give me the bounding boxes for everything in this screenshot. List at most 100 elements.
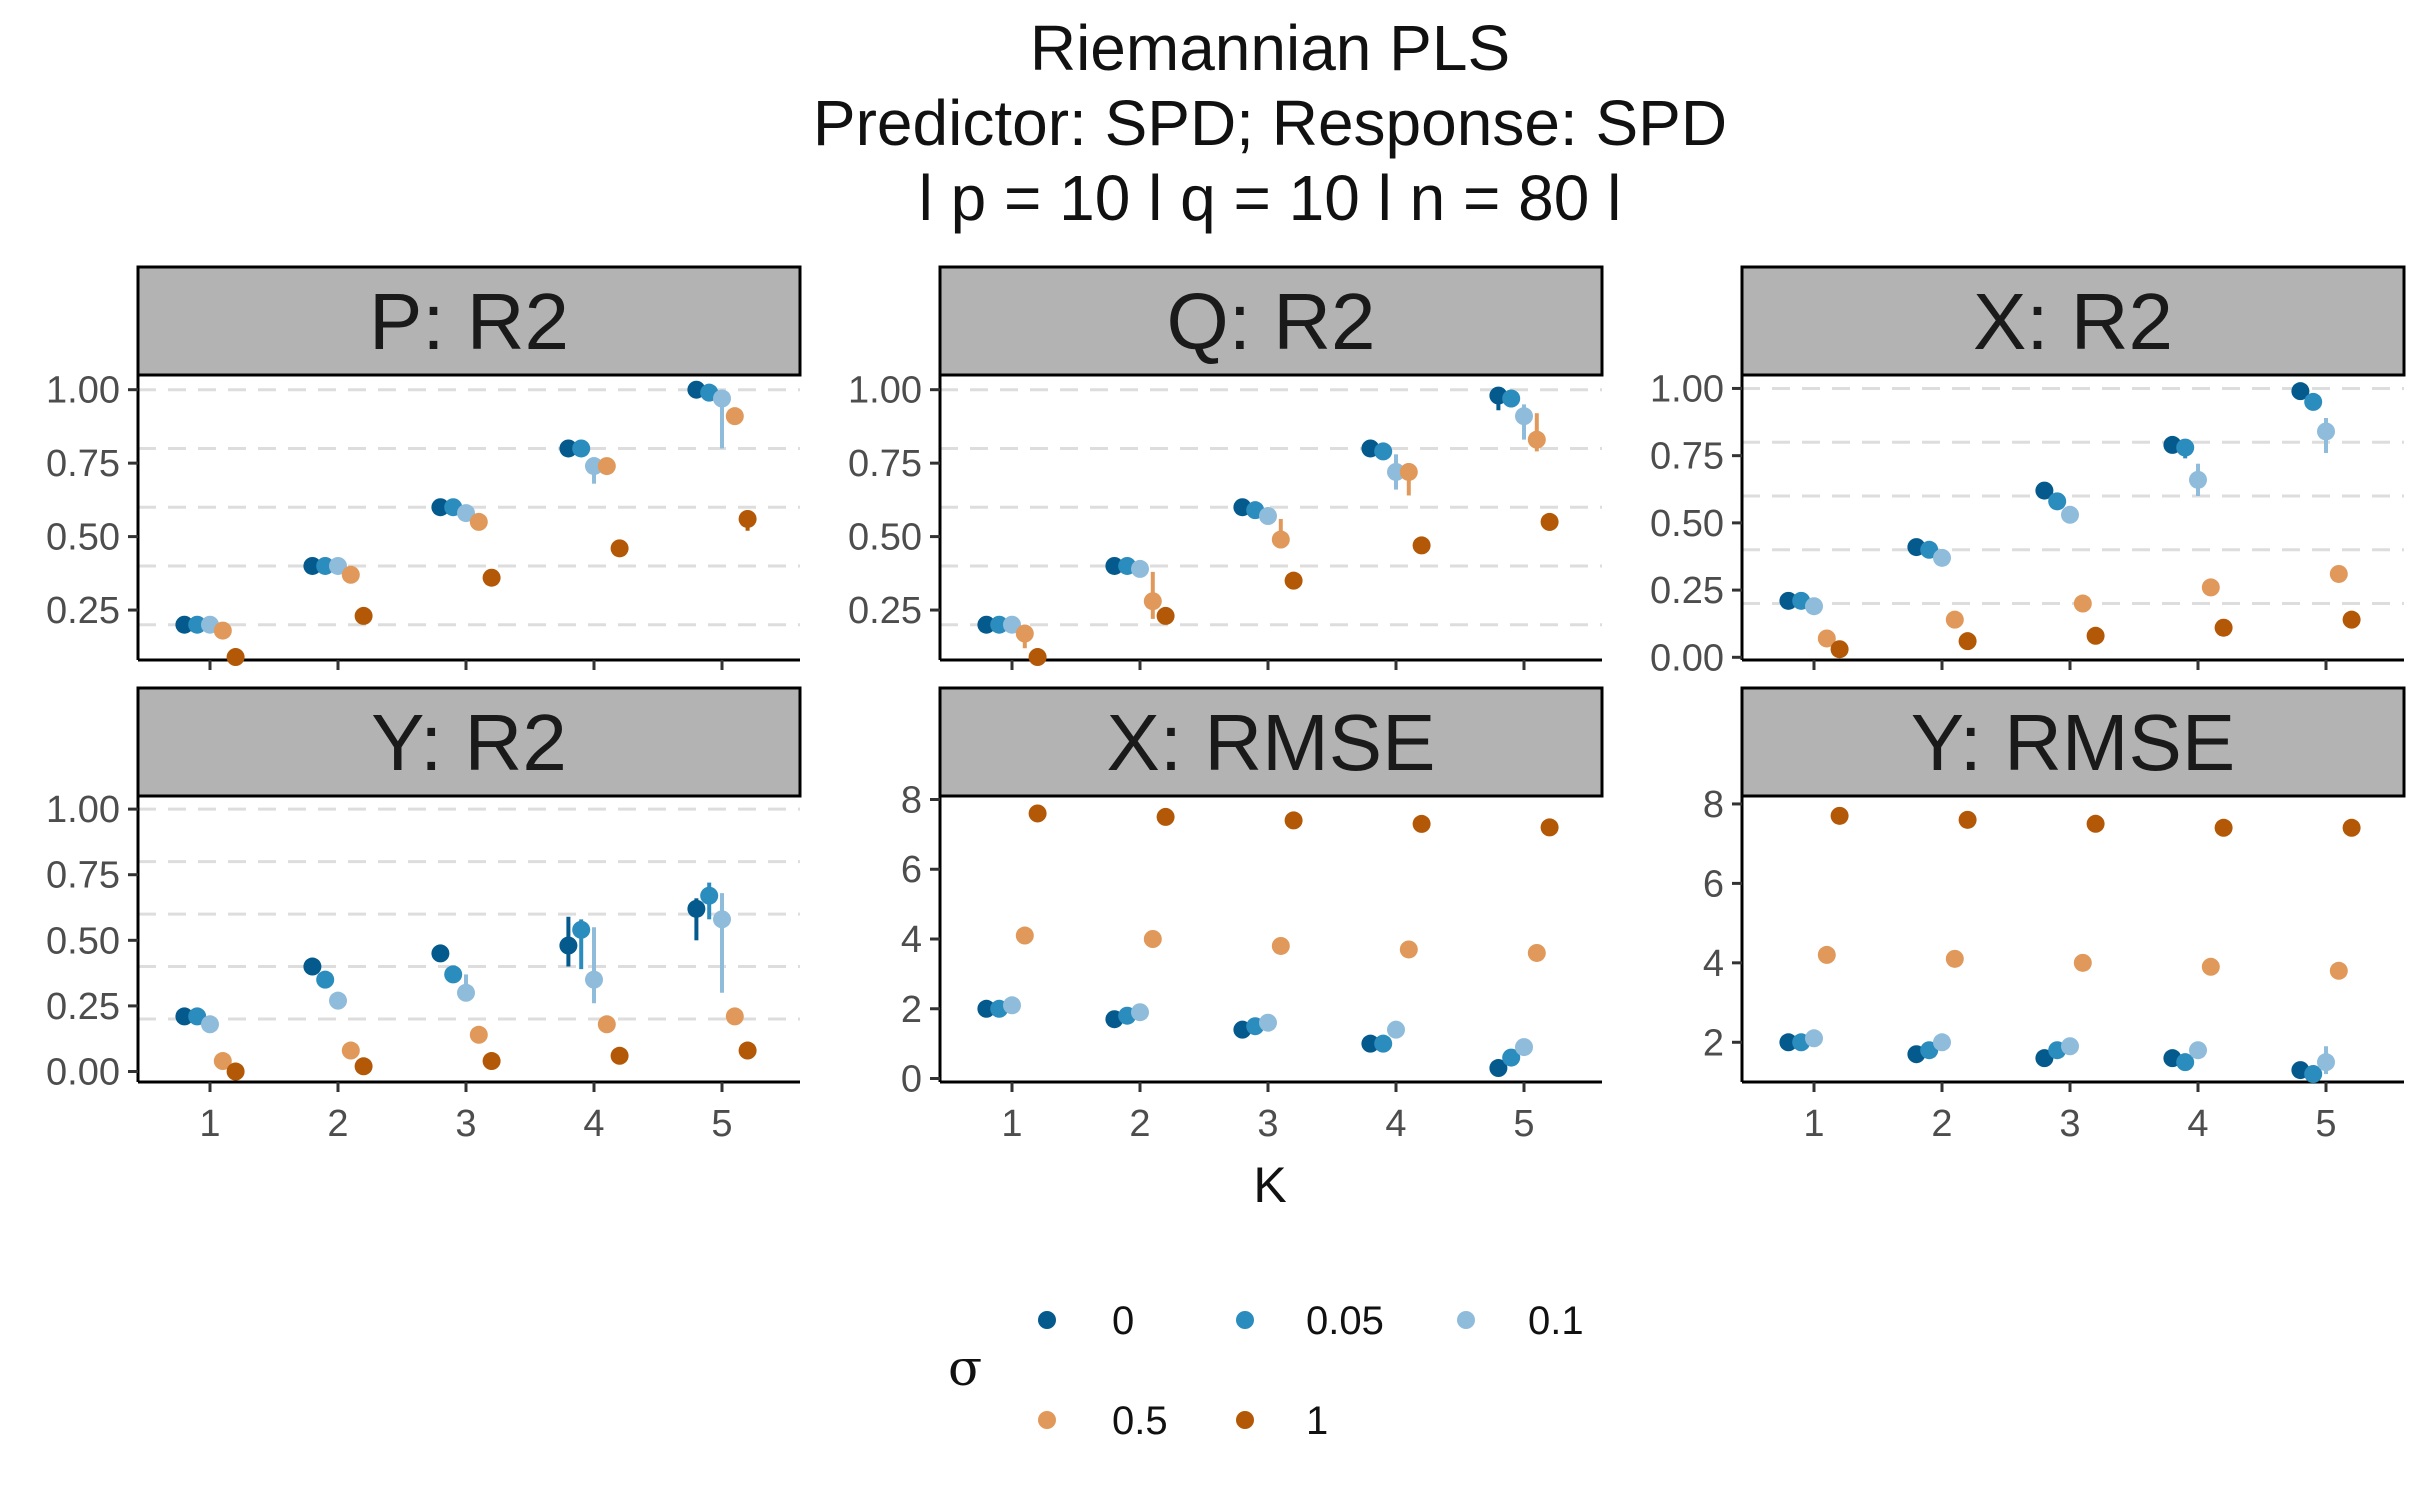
data-point [1387,462,1405,481]
y-tick-label: 6 [1703,863,1724,905]
data-point [1131,1003,1149,1022]
data-point [713,389,731,408]
data-point [1259,507,1277,526]
data-point [1527,943,1546,962]
data-point [725,407,744,426]
data-point [1015,624,1034,643]
y-tick-label: 6 [901,849,922,891]
data-point [1515,407,1533,426]
legend-swatch [1236,1411,1254,1429]
data-point [1361,1034,1380,1053]
facet-strip [136,265,802,377]
data-point [1540,818,1559,837]
data-point [1515,1038,1533,1057]
data-point [1945,949,1964,968]
y-tick-label: 0.50 [46,517,120,559]
y-tick-label: 0.25 [46,590,120,632]
data-point [597,457,616,476]
data-point [2189,470,2207,489]
data-point [2201,578,2220,597]
data-point [329,556,347,575]
data-point [2189,1041,2207,1060]
data-point [469,1025,488,1044]
data-point [2317,1053,2335,1072]
data-point [1805,1029,1823,1048]
y-tick-label: 2 [1703,1022,1724,1064]
legend-label: 0.05 [1306,1299,1384,1343]
data-point [341,1041,360,1060]
x-tick-label: 2 [327,1103,348,1145]
data-point [1143,930,1162,948]
data-point [2329,961,2348,980]
data-point [1933,548,1951,567]
y-tick-label: 0 [901,1059,922,1101]
legend-entry: 0.05 [1236,1299,1384,1343]
x-tick-label: 1 [199,1103,220,1145]
data-point [610,539,629,558]
data-point [2086,814,2105,833]
data-point [354,1057,373,1076]
data-point [1015,926,1034,945]
data-point [2342,818,2361,837]
facet-strip [938,265,1604,377]
y-tick-label: 0.50 [46,920,120,962]
legend-swatch [1236,1311,1254,1329]
x-tick-label: 3 [2059,1103,2080,1145]
legend-entry: 0.5 [1038,1399,1168,1443]
data-point [2304,392,2323,411]
data-point [738,1041,757,1060]
x-tick-label: 2 [1931,1103,1952,1145]
data-point [1817,945,1836,964]
y-tick-label: 0.75 [848,443,922,485]
facet-strip-label: X: RMSE [1107,698,1436,787]
data-point [572,920,591,939]
data-point [354,606,373,625]
legend-swatch [1038,1311,1056,1329]
facet-strip-label: Y: RMSE [1911,698,2236,787]
y-tick-label: 0.25 [1650,570,1724,612]
data-point [1284,811,1303,830]
data-point [1028,648,1047,667]
data-point [1830,806,1849,825]
data-point [1779,591,1798,610]
data-point [597,1015,616,1034]
data-point [444,965,463,984]
facet-strip [1740,265,2406,377]
data-point [1003,996,1021,1015]
data-point [1105,556,1124,575]
legend: σ 0 0.05 0.1 0.5 1 [948,1299,1584,1443]
title-line-2: Predictor: SPD; Response: SPD [813,87,1727,159]
data-point [1399,940,1418,959]
data-point [1958,632,1977,651]
x-axis-title: K [1253,1157,1286,1213]
y-tick-label: 1.00 [1650,368,1724,410]
panel-y-r2: Y: R2 0.00 0.25 0.50 0.75 1.00 1 2 3 4 5 [46,686,802,1145]
data-point [1830,640,1849,659]
data-point [431,498,450,517]
data-point [1817,629,1836,648]
data-point [1540,512,1559,531]
x-tick-label: 4 [2187,1103,2208,1145]
data-point [226,648,245,667]
data-point [1271,530,1290,549]
data-point [725,1007,744,1026]
data-point [1003,615,1021,634]
data-point [1527,430,1546,449]
data-point [977,615,996,634]
data-point [213,1052,232,1071]
data-point [1399,462,1418,481]
data-point [1028,804,1047,823]
legend-label: 0.5 [1112,1399,1168,1443]
data-point [2048,492,2067,511]
y-tick-label: 1.00 [46,789,120,831]
data-point [559,439,578,458]
data-point [1387,1020,1405,1039]
data-point [329,991,347,1010]
x-tick-label: 5 [711,1103,732,1145]
legend-entry: 0.1 [1457,1299,1584,1343]
data-point [2035,481,2054,500]
legend-swatch [1457,1311,1475,1329]
data-point [1374,442,1393,461]
